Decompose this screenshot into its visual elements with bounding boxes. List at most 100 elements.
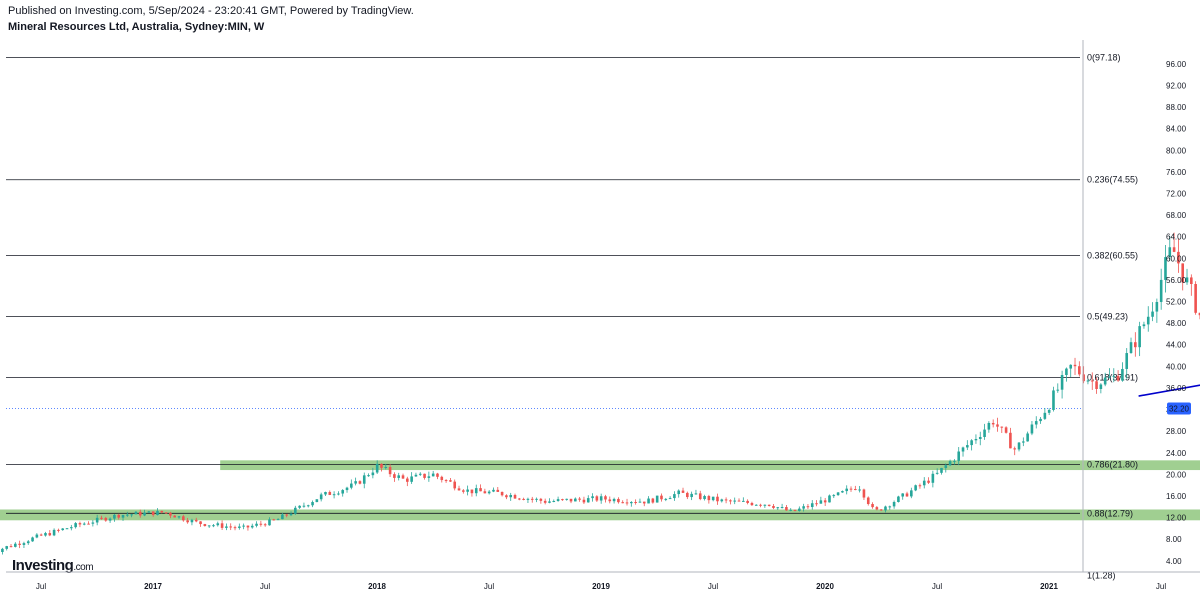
candle-body [457, 488, 461, 491]
candle-body [927, 480, 930, 483]
candle-body [444, 480, 448, 482]
candle-body [772, 505, 775, 508]
candle-body [664, 498, 668, 500]
candle-body [388, 466, 392, 475]
candle-body [617, 498, 620, 503]
candle-body [522, 498, 525, 500]
candle-body [1095, 381, 1098, 390]
candle-body [246, 525, 250, 528]
y-tick-label: 92.00 [1166, 81, 1187, 90]
y-tick-label: 72.00 [1166, 190, 1187, 199]
candle-body [737, 500, 741, 502]
candle-body [164, 512, 168, 514]
candle-body [1159, 279, 1163, 302]
candle-body [91, 522, 95, 524]
candle-body [832, 495, 836, 497]
candle-body [552, 500, 556, 502]
logo-main: Investing [12, 557, 74, 574]
candle-body [897, 496, 900, 503]
candle-body [819, 500, 823, 504]
candle-body [138, 511, 142, 516]
candle-body [263, 524, 267, 526]
candle-body [371, 472, 375, 476]
candle-body [569, 498, 573, 502]
candle-body [1108, 376, 1111, 378]
candle-body [238, 526, 241, 528]
candle-body [1155, 301, 1159, 312]
candle-body [483, 491, 487, 494]
candle-body [1168, 247, 1172, 258]
candle-body [759, 504, 762, 506]
candle-body [298, 505, 301, 508]
candle-body [798, 508, 801, 511]
candle-body [255, 523, 258, 526]
candle-body [845, 488, 849, 492]
candle-body [44, 533, 47, 536]
candle-body [397, 475, 401, 478]
candle-body [173, 515, 177, 518]
y-tick-label: 68.00 [1166, 211, 1187, 220]
candle-body [462, 490, 465, 492]
x-tick-label: Jul [1156, 582, 1166, 591]
candle-body [556, 499, 560, 501]
candle-body [879, 509, 883, 511]
candle-body [427, 476, 431, 478]
candle-body [354, 481, 357, 484]
candle-body [233, 527, 237, 529]
candle-body [647, 498, 650, 504]
candle-body [668, 498, 672, 500]
candle-body [625, 502, 629, 504]
candle-body [599, 496, 603, 501]
candle-body [18, 543, 21, 545]
candle-body [74, 523, 77, 528]
candle-body [953, 460, 956, 462]
candle-body [406, 478, 409, 482]
candle-body [591, 496, 594, 499]
candle-body [216, 523, 220, 526]
candle-body [651, 498, 655, 503]
candle-body [100, 517, 103, 519]
candle-body [944, 465, 948, 469]
candle-body [871, 504, 874, 508]
candle-body [707, 496, 711, 501]
candle-body [48, 533, 52, 536]
candle-body [65, 528, 69, 530]
candle-body [806, 506, 810, 508]
candle-body [470, 489, 474, 494]
candle-body [655, 495, 659, 503]
candle-body [384, 466, 388, 468]
candle-body [1013, 448, 1017, 450]
candle-body [315, 499, 319, 503]
candle-body [332, 494, 336, 496]
x-tick-label: Jul [36, 582, 46, 591]
candle-body [1194, 284, 1197, 313]
fib-level-label: 0.5(49.23) [1087, 312, 1128, 322]
candle-body [259, 523, 263, 525]
fib-level-label: 0.88(12.79) [1087, 508, 1133, 518]
candle-body [61, 528, 65, 531]
candle-body [750, 502, 754, 506]
candle-body [5, 546, 9, 549]
candle-body [686, 492, 689, 498]
candle-body [892, 502, 896, 507]
fib-level-label: 0.618(37.91) [1087, 373, 1138, 383]
candle-body [530, 498, 534, 500]
candle-body [52, 529, 56, 536]
fib-level-label: 0(97.18) [1087, 53, 1121, 63]
y-tick-label: 8.00 [1166, 535, 1182, 544]
candle-body [431, 473, 435, 477]
x-tick-label: Jul [484, 582, 494, 591]
candle-body [1151, 311, 1154, 317]
candle-body [681, 490, 685, 493]
candle-body [190, 519, 194, 523]
candle-body [815, 503, 818, 505]
candle-body [156, 510, 159, 516]
candle-body [87, 523, 90, 525]
candle-body [1099, 384, 1103, 390]
candle-body [961, 447, 965, 452]
x-tick-label: 2018 [368, 582, 386, 591]
candle-body [660, 495, 663, 500]
candle-body [724, 499, 728, 501]
candle-body [1004, 427, 1008, 433]
